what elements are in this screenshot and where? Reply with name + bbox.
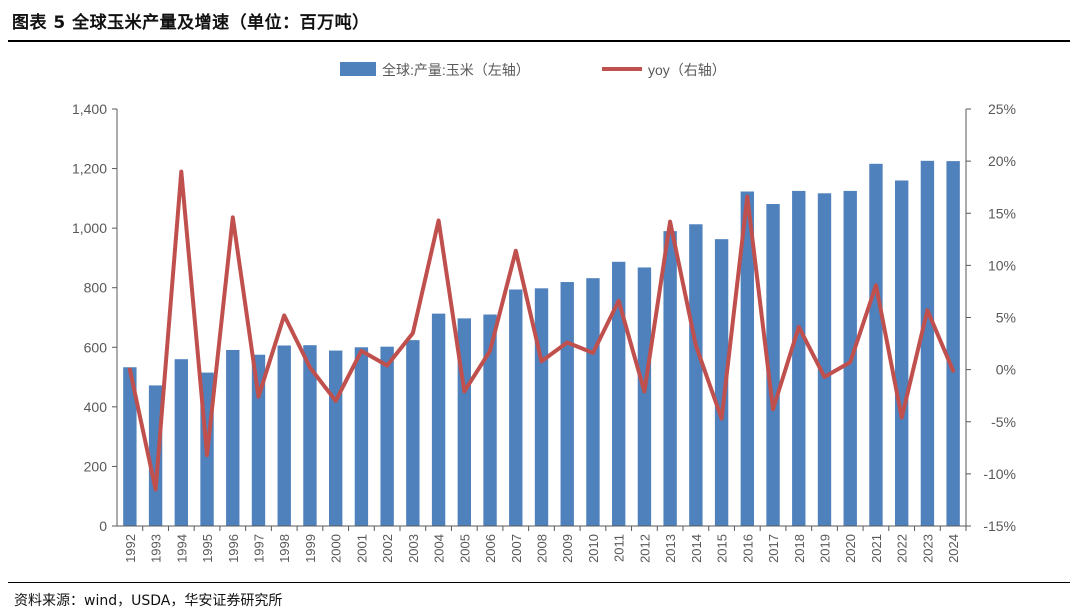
bar [303,345,317,526]
right-axis: -15% -10% -5% 0% 5% 10% 15% 20% 25% [965,101,1016,534]
right-axis-tick-label: -5% [991,414,1016,430]
bar [226,349,240,526]
left-axis-tick-label: 200 [84,458,108,474]
bar [792,190,806,527]
yoy-line [127,169,956,492]
bar [277,345,291,526]
x-axis-tick-label: 2001 [354,534,369,563]
bar [328,350,343,526]
bar [894,180,909,526]
yoy-line-series [127,169,956,492]
x-axis-tick-label: 2009 [560,534,575,563]
x-axis-tick-label: 2021 [869,534,884,563]
x-axis-tick-label: 2018 [792,534,807,563]
bar [148,385,163,526]
bar [483,314,497,526]
bar [586,278,600,526]
bar [123,367,137,526]
bar [946,161,960,526]
legend-swatch-bar [340,62,376,76]
x-axis-tick-label: 2003 [406,534,421,563]
x-axis-tick-label: 2019 [818,534,833,563]
bar [766,204,780,527]
bar [406,340,420,526]
right-axis-tick-label: -15% [983,518,1016,534]
right-axis-tick-label: -10% [983,466,1016,482]
right-axis-tick-label: 20% [988,153,1016,169]
legend-label-bar: 全球:产量:玉米（左轴） [382,62,530,78]
bar [509,289,523,526]
left-axis: 0 200 400 600 800 1,000 1,200 1,400 [72,101,118,534]
source-divider [8,582,1070,583]
title-divider [8,40,1070,42]
x-axis-tick-label: 2005 [457,534,472,563]
left-axis-tick-label: 600 [84,339,108,355]
bar [251,354,266,526]
left-axis-tick-label: 400 [84,399,108,415]
left-axis-tick-label: 0 [99,518,107,534]
bar [920,160,935,526]
bar [663,231,677,526]
x-axis-tick-label: 2004 [432,534,447,563]
right-axis-tick-label: 5% [996,310,1016,326]
page-title: 图表 5 全球玉米产量及增速（单位：百万吨） [12,13,370,33]
x-axis-tick-label: 1998 [277,534,292,563]
bar [560,282,574,526]
right-axis-tick-label: 10% [988,257,1016,273]
x-axis-tick-label: 2006 [483,534,498,563]
x-axis-tick-label: 2011 [612,534,627,562]
x-axis-tick-label: 1997 [252,534,267,563]
bar [637,267,652,526]
bar [714,239,729,526]
bar [380,346,394,526]
x-axis-tick-label: 1994 [174,534,189,563]
x-axis-tick-label: 2012 [637,534,652,563]
x-axis: 1992 1993 1994 1995 1996 1997 1998 1999 2000 2001… [117,525,967,563]
x-axis-tick-label: 1999 [303,534,318,563]
left-axis-tick-label: 1,000 [72,220,107,236]
x-axis-tick-label: 2017 [766,534,781,563]
bar [689,224,703,526]
x-axis-tick-label: 1995 [200,534,215,563]
bar [817,193,832,526]
x-axis-tick-label: 2023 [920,534,935,563]
left-axis-tick-label: 800 [84,280,108,296]
x-axis-tick-label: 1996 [226,534,241,563]
x-axis-tick-label: 2020 [843,534,858,563]
x-axis-tick-label: 2016 [740,534,755,563]
x-axis-tick-label: 2015 [715,534,730,563]
x-axis-tick-label: 2022 [895,534,910,563]
x-axis-tick-label: 2013 [663,534,678,563]
bar-series [123,160,960,527]
right-axis-tick-label: 0% [996,362,1016,378]
bar [740,191,755,527]
x-axis-tick-label: 2008 [535,534,550,563]
left-axis-tick-label: 1,200 [72,161,107,177]
x-axis-tick-label: 1992 [123,534,138,563]
x-axis-tick-label: 2024 [946,534,961,563]
legend-label-line: yoy（右轴） [648,62,726,78]
source-note: 资料来源：wind，USDA，华安证券研究所 [14,593,283,609]
x-axis-tick-label: 2014 [689,534,704,563]
bar [869,163,883,526]
bar [534,288,549,526]
x-axis-tick-label: 2000 [329,534,344,563]
bar [354,347,369,526]
x-axis-tick-label: 2007 [509,534,524,563]
x-axis-tick-label: 1993 [149,534,164,563]
bar [431,313,446,526]
legend: 全球:产量:玉米（左轴） yoy（右轴） [340,62,726,78]
right-axis-tick-label: 15% [988,205,1016,221]
left-axis-tick-label: 1,400 [72,101,107,117]
x-axis-tick-label: 2010 [586,534,601,563]
bar [174,359,189,526]
x-axis-tick-label: 2002 [380,534,395,563]
right-axis-tick-label: 25% [988,101,1016,117]
bar [611,261,626,526]
